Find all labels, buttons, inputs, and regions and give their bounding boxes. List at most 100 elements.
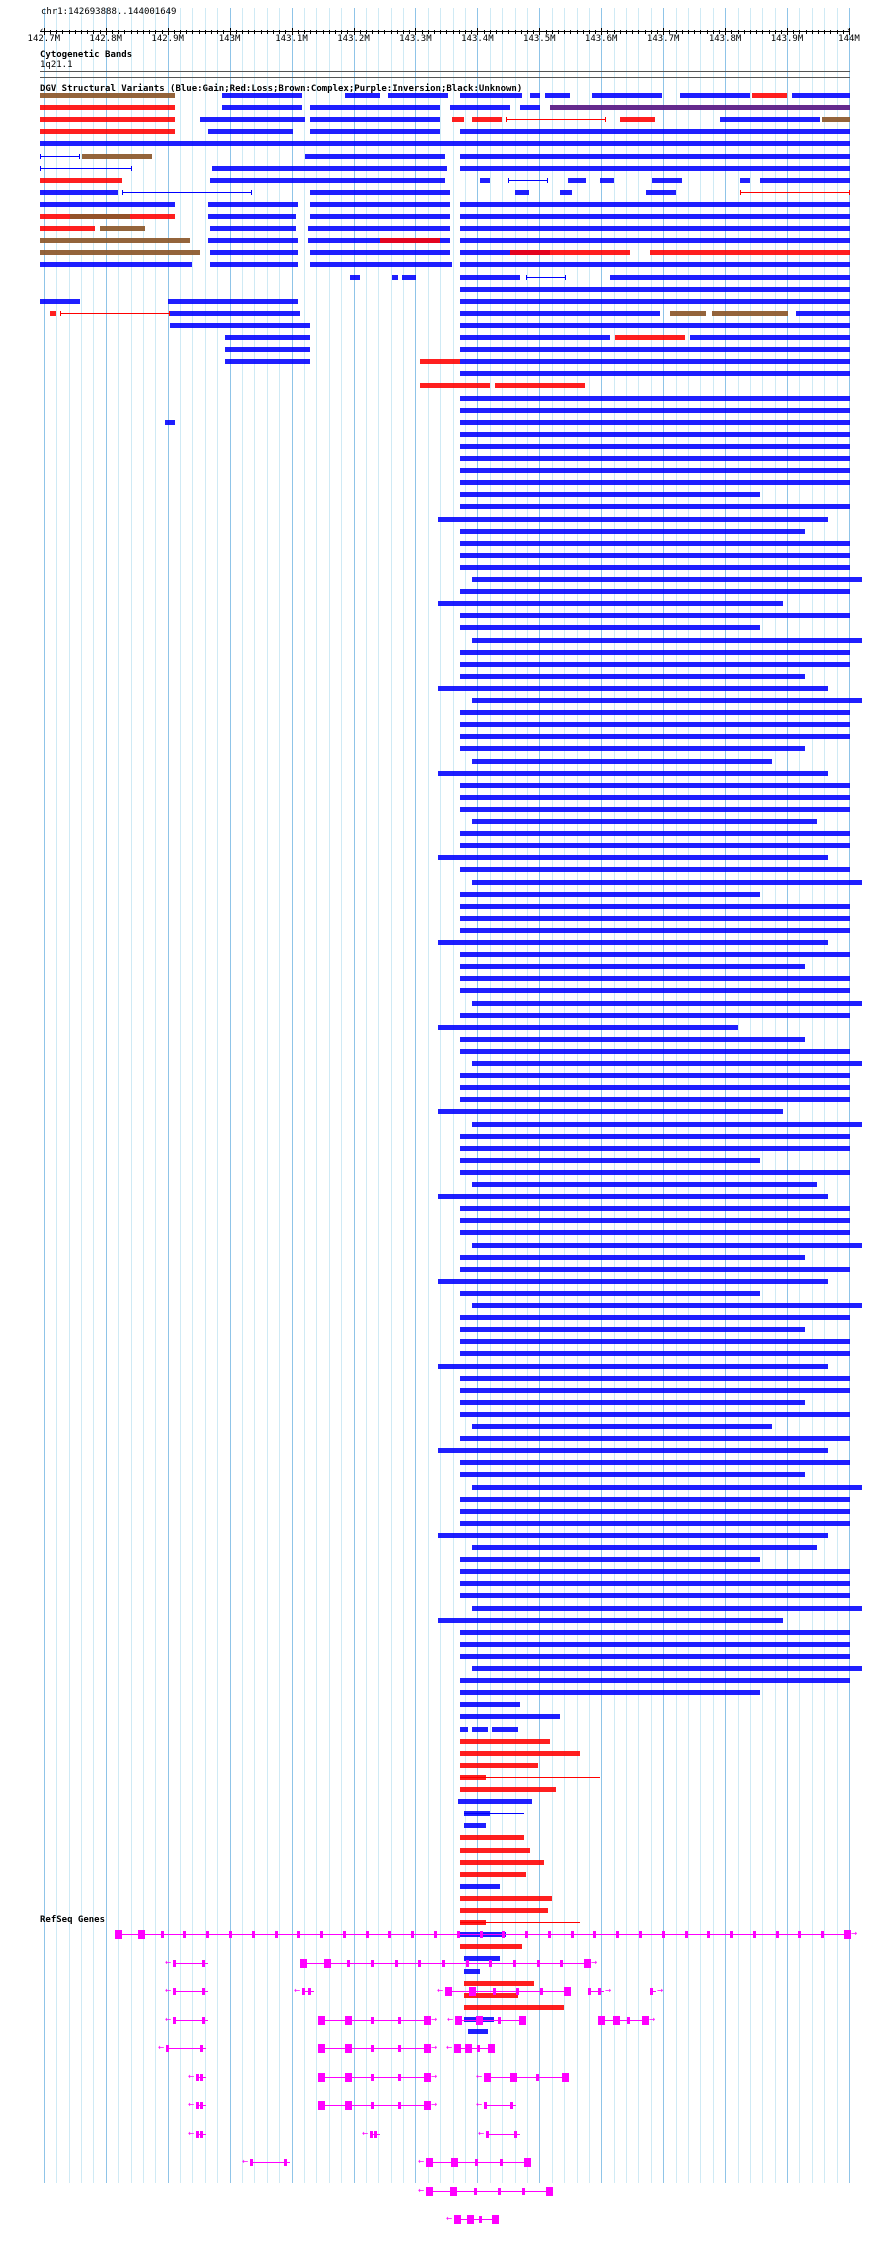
sv-bar-gain[interactable] xyxy=(438,685,828,691)
sv-bar-gain[interactable] xyxy=(460,335,610,340)
sv-endpoint-cap[interactable] xyxy=(740,189,741,195)
sv-bar-loss[interactable] xyxy=(460,1750,580,1756)
sv-bar-gain[interactable] xyxy=(472,1182,817,1187)
gene-model[interactable]: → xyxy=(40,1979,890,1997)
gene-model[interactable]: → xyxy=(40,1922,890,1940)
sv-bar-gain[interactable] xyxy=(460,93,522,98)
sv-bar-loss[interactable] xyxy=(40,177,122,183)
sv-bar-gain[interactable] xyxy=(460,952,850,958)
sv-bar-gain[interactable] xyxy=(472,819,817,824)
refseq-gene-rows[interactable]: → ← → ← ← ← → → ← → ← → ← → ← ← → ← ← → ← ← ← ← ← ← ← ← xyxy=(40,1922,890,2250)
sv-bar-gain[interactable] xyxy=(392,274,398,280)
sv-bar-gain[interactable] xyxy=(308,226,450,232)
sv-bar-gain[interactable] xyxy=(460,1012,850,1018)
gene-model[interactable]: → xyxy=(40,2093,890,2111)
sv-bar-gain[interactable] xyxy=(460,1641,850,1647)
sv-bar-gain[interactable] xyxy=(225,359,310,365)
sv-bar-loss[interactable] xyxy=(40,117,175,123)
sv-bar-gain[interactable] xyxy=(460,1702,520,1708)
sv-bar-gain[interactable] xyxy=(402,274,416,280)
sv-bar-gain[interactable] xyxy=(460,1073,850,1079)
sv-bar-gain[interactable] xyxy=(568,177,586,183)
sv-bar-gain[interactable] xyxy=(208,129,293,135)
sv-bar-gain[interactable] xyxy=(210,250,298,256)
sv-bar-gain[interactable] xyxy=(472,758,772,764)
sv-bar-gain[interactable] xyxy=(460,310,660,316)
sv-bar-gain[interactable] xyxy=(460,1339,850,1345)
sv-bar-gain[interactable] xyxy=(40,262,192,268)
sv-endpoint-cap[interactable] xyxy=(169,310,170,316)
sv-bar-loss[interactable] xyxy=(40,226,95,232)
sv-endpoint-cap[interactable] xyxy=(565,274,566,280)
sv-bar-loss[interactable] xyxy=(460,1871,526,1877)
sv-bar-gain[interactable] xyxy=(610,274,850,280)
sv-bar-gain[interactable] xyxy=(460,976,850,982)
sv-bar-gain[interactable] xyxy=(210,226,296,232)
gene-model[interactable]: → xyxy=(40,1951,890,1969)
gene-model[interactable]: ← xyxy=(40,2036,890,2054)
sv-bar-gain[interactable] xyxy=(210,262,298,268)
gene-model[interactable]: ← xyxy=(40,1951,890,1969)
sv-bar-gain[interactable] xyxy=(460,298,850,304)
sv-bar-loss[interactable] xyxy=(460,1895,552,1901)
sv-bar-gain[interactable] xyxy=(460,468,850,474)
sv-bar-gain[interactable] xyxy=(460,431,850,437)
sv-bar-gain[interactable] xyxy=(460,286,850,292)
sv-bar-gain[interactable] xyxy=(472,1484,862,1490)
sv-endpoint-cap[interactable] xyxy=(122,189,123,195)
sv-bar-complex[interactable] xyxy=(670,310,706,316)
sv-bar-gain[interactable] xyxy=(460,504,850,510)
gene-model[interactable]: → xyxy=(40,2008,890,2026)
sv-bar-gain[interactable] xyxy=(480,177,490,183)
sv-bar-gain[interactable] xyxy=(592,93,662,98)
gene-model[interactable]: ← xyxy=(40,2150,890,2168)
sv-bar-gain[interactable] xyxy=(560,189,572,195)
sv-bar-gain[interactable] xyxy=(460,1653,850,1659)
sv-bar-gain[interactable] xyxy=(472,1061,862,1066)
sv-bar-gain[interactable] xyxy=(310,117,440,123)
sv-bar-loss[interactable] xyxy=(460,1835,524,1841)
sv-connector-line[interactable] xyxy=(122,191,252,193)
sv-bar-complex[interactable] xyxy=(40,250,200,256)
sv-bar-gain[interactable] xyxy=(438,1194,828,1200)
sv-bar-gain[interactable] xyxy=(460,734,850,740)
sv-bar-loss[interactable] xyxy=(460,1847,530,1853)
sv-bar-gain[interactable] xyxy=(308,238,450,244)
sv-bar-gain[interactable] xyxy=(464,1956,500,1962)
sv-connector-line[interactable] xyxy=(40,167,132,169)
sv-bar-gain[interactable] xyxy=(460,274,520,280)
sv-bar-gain[interactable] xyxy=(460,1460,850,1466)
gene-model[interactable]: → xyxy=(40,2065,890,2083)
sv-bar-gain[interactable] xyxy=(458,1799,532,1805)
sv-bar-gain[interactable] xyxy=(600,177,614,183)
gene-model[interactable]: ← xyxy=(40,2036,890,2054)
sv-bar-gain[interactable] xyxy=(345,93,380,98)
sv-bar-gain[interactable] xyxy=(515,189,529,195)
sv-bar-gain[interactable] xyxy=(170,310,300,316)
gene-model[interactable]: → xyxy=(40,2036,890,2054)
sv-bar-gain[interactable] xyxy=(472,879,862,885)
sv-bar-gain[interactable] xyxy=(460,649,850,655)
sv-bar-gain[interactable] xyxy=(460,1569,850,1575)
sv-bar-gain[interactable] xyxy=(472,1303,862,1308)
gene-model[interactable]: → xyxy=(40,1979,890,1997)
sv-bar-gain[interactable] xyxy=(460,1133,850,1139)
sv-bar-gain[interactable] xyxy=(310,201,450,207)
sv-bar-gain[interactable] xyxy=(460,988,850,994)
sv-bar-gain[interactable] xyxy=(438,1532,828,1538)
sv-bar-gain[interactable] xyxy=(472,1666,862,1671)
sv-bar-gain[interactable] xyxy=(460,806,850,812)
sv-bar-gain[interactable] xyxy=(40,189,118,195)
sv-bar-gain[interactable] xyxy=(460,322,850,328)
sv-bar-gain[interactable] xyxy=(460,1678,850,1684)
sv-bar-loss[interactable] xyxy=(50,310,56,316)
sv-bar-gain[interactable] xyxy=(460,746,805,752)
sv-bar-gain[interactable] xyxy=(210,177,310,183)
sv-bar-gain[interactable] xyxy=(350,274,360,280)
sv-bar-gain[interactable] xyxy=(438,601,783,607)
sv-bar-gain[interactable] xyxy=(460,1157,760,1163)
sv-bar-gain[interactable] xyxy=(438,1363,828,1369)
sv-bar-gain[interactable] xyxy=(460,1351,850,1357)
sv-bar-gain[interactable] xyxy=(460,1629,850,1635)
sv-bar-loss[interactable] xyxy=(460,1774,486,1780)
